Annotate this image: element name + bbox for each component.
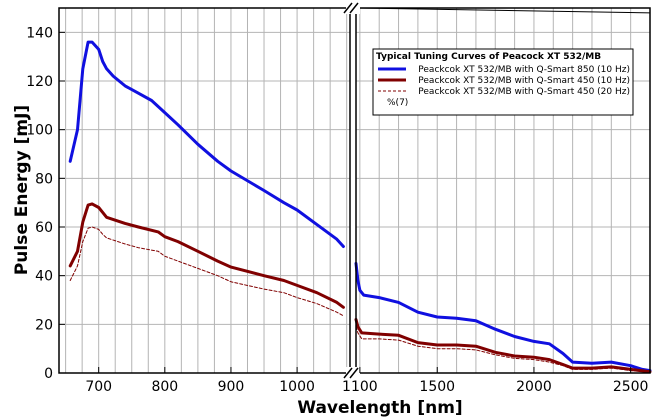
legend: Typical Tuning Curves of Peacock XT 532/…	[373, 49, 633, 115]
x-tick-label: 1000	[279, 379, 315, 395]
y-tick-label: 0	[44, 366, 53, 382]
y-tick-label: 80	[35, 171, 53, 187]
x-tick-label: 700	[85, 379, 112, 395]
x-tick-label: 2500	[613, 379, 649, 395]
x-tick-label: 900	[218, 379, 245, 395]
y-tick-label: 60	[35, 220, 53, 236]
y-tick-label: 120	[26, 74, 53, 90]
y-axis-title: Pulse Energy [mJ]	[12, 105, 32, 275]
legend-label-qsmart450-20hz: Peackcok XT 532/MB with Q-Smart 450 (20 …	[418, 87, 630, 97]
x-tick-label: 800	[151, 379, 178, 395]
legend-label-qsmart450-10hz: Peackcok XT 532/MB with Q-Smart 450 (10 …	[418, 76, 630, 86]
x-tick-label: 2000	[516, 379, 552, 395]
legend-label-qsmart850-10hz: Peackcok XT 532/MB with Q-Smart 850 (10 …	[418, 65, 630, 75]
y-tick-label: 20	[35, 317, 53, 333]
y-tick-label: 40	[35, 269, 53, 285]
x-tick-label: 1500	[419, 379, 455, 395]
series-line-2-segment-0	[70, 227, 343, 316]
y-tick-label: 140	[26, 25, 53, 41]
series-line-1-segment-0	[70, 204, 343, 307]
x-tick-label: 1100	[342, 379, 378, 395]
series-line-1-segment-1	[356, 320, 650, 372]
series-line-0-segment-0	[70, 42, 343, 246]
legend-title: Typical Tuning Curves of Peacock XT 532/…	[376, 52, 601, 62]
x-axis-title: Wavelength [nm]	[297, 398, 462, 418]
legend-extra-entry: %(7)	[387, 98, 408, 108]
